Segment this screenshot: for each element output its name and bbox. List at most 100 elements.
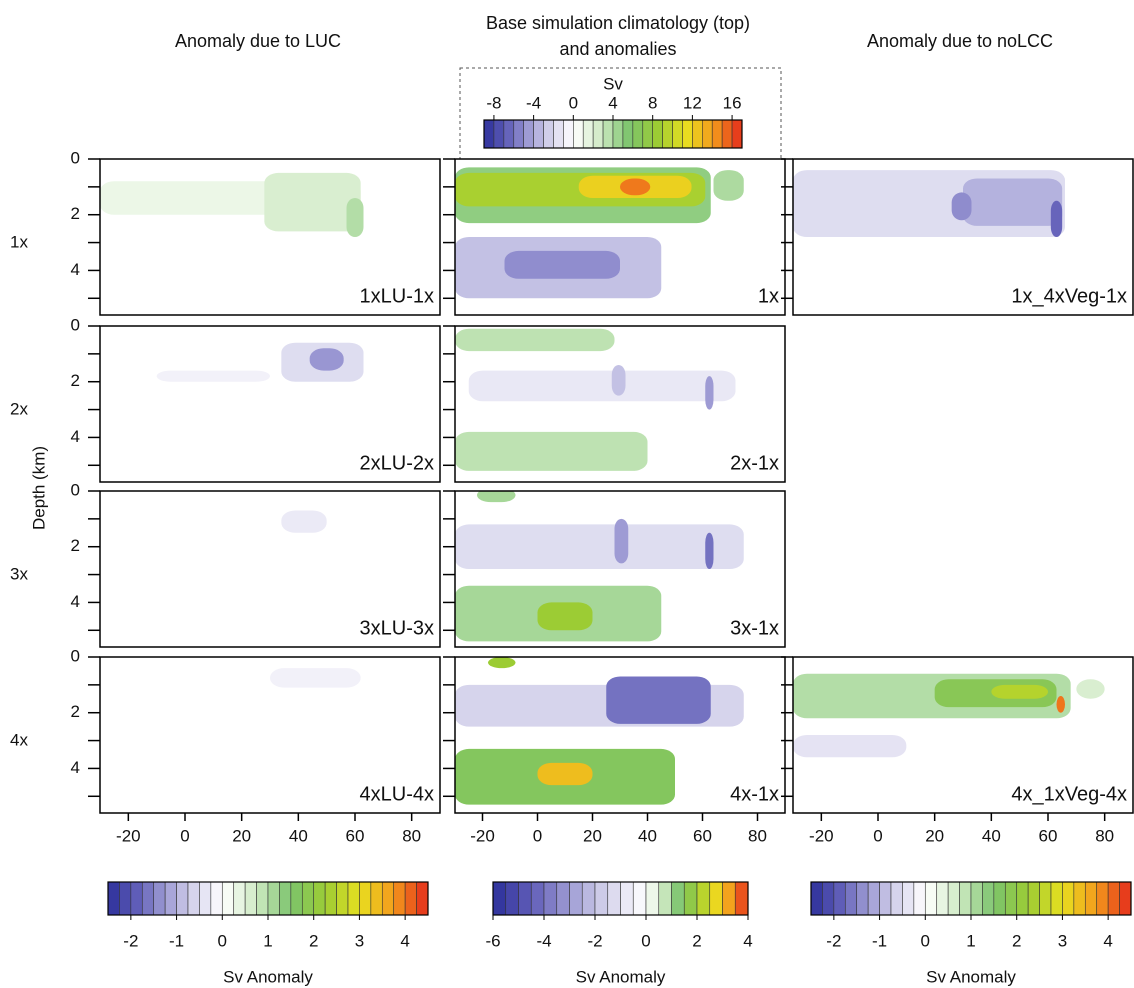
contour-region	[281, 510, 327, 533]
row-label: 1x	[10, 232, 28, 251]
contour-region	[309, 348, 344, 371]
colorbar-tick-label: 2	[1012, 931, 1021, 950]
panel-frame	[792, 158, 1134, 316]
panel	[156, 342, 364, 382]
panel	[100, 172, 364, 237]
colorbar-label: Sv Anomaly	[926, 967, 1016, 986]
contour-region	[270, 668, 361, 688]
colorbar-segment	[844, 881, 858, 916]
colorbar-segment	[233, 881, 246, 916]
row-label: 2x	[10, 399, 28, 418]
x-tick-label: 20	[925, 826, 944, 845]
colorbar-segment	[279, 881, 292, 916]
colorbar-tick-label: -4	[526, 93, 541, 112]
colorbar-segment	[833, 881, 846, 916]
panel-frame	[99, 158, 441, 316]
colorbar-segment	[721, 119, 733, 149]
colorbar-segment	[530, 881, 545, 916]
contour-region	[455, 524, 744, 569]
x-tick-label: -20	[809, 826, 834, 845]
colorbar-segment	[1039, 881, 1052, 916]
colorbar-segment	[1016, 881, 1029, 916]
colorbar-segment	[652, 119, 663, 149]
colorbar-segment	[810, 881, 823, 916]
contour-region	[1076, 679, 1105, 699]
x-tick-label: 60	[693, 826, 712, 845]
contour-region	[156, 370, 270, 382]
colorbar-segment	[632, 881, 647, 916]
panel-frame	[454, 656, 786, 814]
y-tick-label: 0	[71, 148, 80, 167]
colorbar-tick-label: 3	[355, 931, 364, 950]
y-axis-label: Depth (km)	[29, 446, 48, 530]
colorbar-segment	[1004, 881, 1018, 916]
column-title: Base simulation climatology (top)	[486, 13, 750, 33]
x-tick-label: -20	[116, 826, 141, 845]
y-tick-label: 0	[71, 315, 80, 334]
colorbar-segment	[393, 881, 406, 916]
colorbar-segment	[711, 119, 723, 149]
x-tick-label: 20	[232, 826, 251, 845]
colorbar-segment	[347, 881, 360, 916]
colorbar-tick-label: -8	[486, 93, 501, 112]
colorbar-segment	[658, 881, 672, 916]
colorbar-segment	[902, 881, 915, 916]
contour-region	[991, 684, 1048, 699]
colorbar-segment	[879, 881, 892, 916]
colorbar-segment	[947, 881, 960, 916]
colorbar-segment	[982, 881, 995, 916]
x-tick-label: 80	[402, 826, 421, 845]
colorbar-tick-label: 0	[218, 931, 227, 950]
contour-region	[504, 250, 620, 279]
colorbar-segment	[1050, 881, 1063, 916]
x-tick-label: 40	[982, 826, 1001, 845]
panel-label: 4x-1x	[730, 783, 779, 805]
colorbar-tick-label: 2	[309, 931, 318, 950]
y-tick-label: 4	[71, 427, 80, 446]
contour-region	[951, 192, 972, 221]
colorbar-segment	[645, 881, 660, 916]
colorbar-segment	[493, 119, 505, 149]
panel-label: 4x_1xVeg-4x	[1011, 783, 1127, 805]
colorbar-label: Sv Anomaly	[576, 967, 666, 986]
colorbar-segment	[1073, 881, 1086, 916]
colorbar-segment	[683, 881, 698, 916]
contour-region	[455, 431, 648, 471]
y-tick-label: 2	[71, 702, 80, 721]
colorbar-tick-label: -1	[872, 931, 887, 950]
panel-frame	[99, 325, 441, 483]
panel	[793, 170, 1065, 237]
colorbar-segment	[569, 881, 583, 916]
colorbar-segment	[290, 881, 303, 916]
y-tick-label: 2	[71, 204, 80, 223]
colorbar-segment	[612, 119, 624, 149]
row-label: 4x	[10, 730, 28, 749]
x-tick-label: 20	[583, 826, 602, 845]
colorbar-tick-label: 1	[966, 931, 975, 950]
panel	[281, 510, 327, 533]
colorbar-segment	[1107, 881, 1120, 916]
colorbar-segment	[404, 881, 417, 916]
contour-region	[1050, 200, 1063, 237]
contour-region	[455, 328, 615, 352]
colorbar-segment	[594, 881, 609, 916]
colorbar-segment	[993, 881, 1006, 916]
colorbar-segment	[543, 881, 558, 916]
colorbar-tick-label: -2	[826, 931, 841, 950]
colorbar-segment	[505, 881, 519, 916]
colorbar-segment	[244, 881, 257, 916]
colorbar-segment	[592, 119, 604, 149]
x-tick-label: 40	[289, 826, 308, 845]
colorbar-segment	[556, 881, 570, 916]
colorbar-tick-label: -4	[536, 931, 551, 950]
colorbar-segment	[301, 881, 315, 916]
colorbar-frame	[492, 881, 749, 916]
colorbar-segment	[543, 119, 554, 149]
colorbar-segment	[573, 119, 584, 149]
contour-region	[606, 676, 711, 724]
panel-label: 1x	[758, 285, 779, 307]
colorbar-tick-label: 8	[648, 93, 657, 112]
colorbar-segment	[970, 881, 983, 916]
panel-label: 1xLU-1x	[360, 285, 434, 307]
colorbar-segment	[856, 881, 869, 916]
